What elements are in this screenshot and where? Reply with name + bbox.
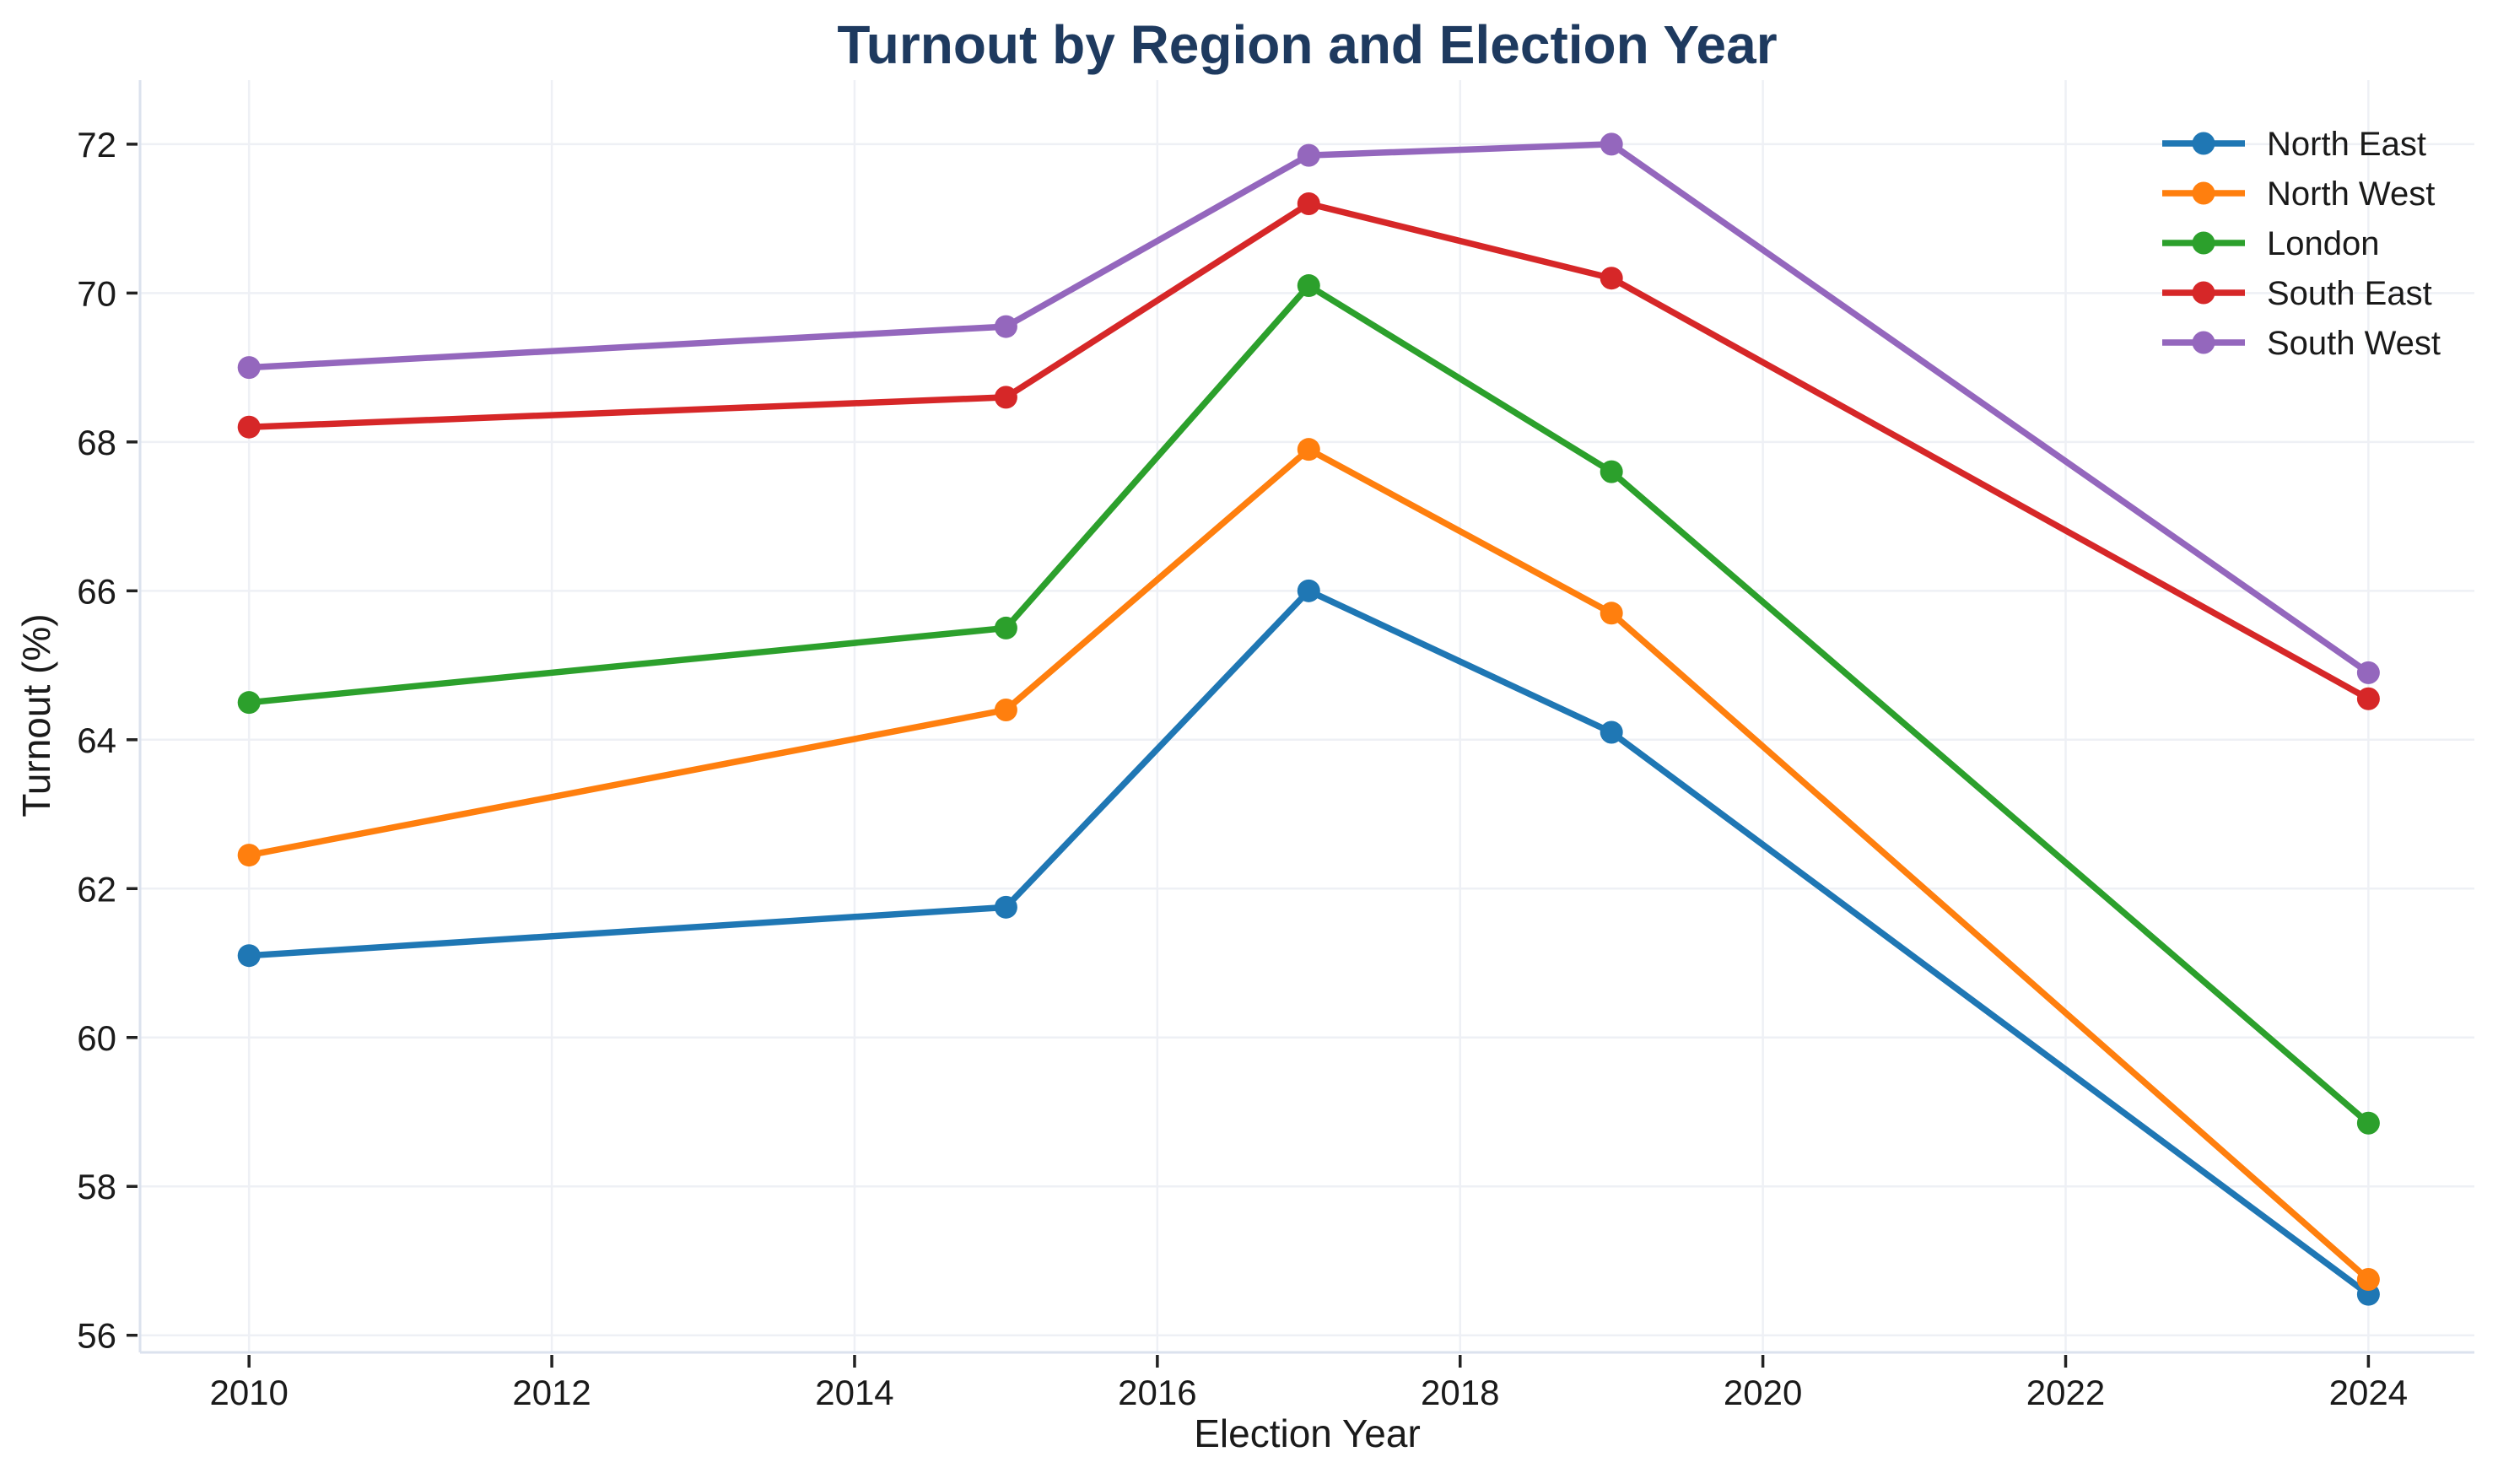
- legend-marker: [2192, 132, 2215, 155]
- grid: [140, 80, 2474, 1352]
- data-point-marker: [237, 844, 261, 867]
- legend-item: North East: [2162, 126, 2426, 163]
- data-point-marker: [2356, 1268, 2380, 1292]
- x-tick-label: 2024: [2329, 1373, 2408, 1412]
- x-tick-label: 2016: [1118, 1373, 1196, 1412]
- data-point-marker: [1297, 274, 1320, 298]
- series-line: [245, 445, 2372, 1283]
- data-point-marker: [2356, 1111, 2380, 1135]
- y-tick-label: 62: [77, 869, 116, 909]
- y-tick-label: 60: [77, 1018, 116, 1058]
- data-point-marker: [237, 415, 261, 439]
- legend: North East North West London South East Sout…: [2162, 126, 2441, 362]
- data-point-marker: [2356, 661, 2380, 684]
- series-london: [237, 274, 2380, 1135]
- series-north-east: [237, 579, 2380, 1306]
- data-point-marker: [1600, 132, 1623, 156]
- data-point-marker: [1600, 267, 1623, 290]
- data-point-marker: [994, 895, 1017, 919]
- data-point-marker: [994, 315, 1017, 338]
- legend-label: South West: [2267, 325, 2441, 362]
- y-tick-label: 70: [77, 273, 116, 313]
- data-point-marker: [1600, 460, 1623, 483]
- legend-item: London: [2162, 225, 2379, 262]
- y-tick-label: 68: [77, 423, 116, 462]
- legend-marker: [2192, 181, 2215, 205]
- legend-item: South West: [2162, 325, 2441, 362]
- x-axis-label: Election Year: [1194, 1411, 1421, 1455]
- data-point-marker: [237, 944, 261, 968]
- data-point-marker: [2356, 687, 2380, 710]
- y-tick-label: 58: [77, 1167, 116, 1206]
- data-point-marker: [994, 386, 1017, 409]
- legend-label: South East: [2267, 275, 2432, 312]
- y-axis-label: Turnout (%): [14, 613, 58, 818]
- data-point-marker: [1600, 602, 1623, 625]
- series-south-east: [237, 192, 2380, 710]
- legend-label: London: [2267, 225, 2379, 262]
- legend-label: North West: [2267, 175, 2435, 213]
- data-point-marker: [1297, 192, 1320, 215]
- data-point-marker: [1600, 720, 1623, 744]
- data-point-marker: [1297, 438, 1320, 461]
- x-tick-label: 2018: [1421, 1373, 1499, 1412]
- y-tick-label: 56: [77, 1316, 116, 1356]
- legend-item: North West: [2162, 175, 2435, 213]
- data-point-marker: [1297, 579, 1320, 602]
- y-tick-label: 72: [77, 125, 116, 165]
- legend-item: South East: [2162, 275, 2432, 312]
- x-tick-label: 2012: [512, 1373, 591, 1412]
- y-tick-label: 64: [77, 720, 116, 760]
- x-tick-label: 2014: [815, 1373, 893, 1412]
- legend-marker: [2192, 331, 2215, 354]
- series-line: [245, 587, 2372, 1298]
- series-south-west: [237, 132, 2380, 684]
- data-point-marker: [1297, 143, 1320, 167]
- data-point-marker: [994, 616, 1017, 639]
- legend-marker: [2192, 231, 2215, 255]
- data-point-marker: [994, 698, 1017, 721]
- legend-marker: [2192, 281, 2215, 305]
- series-north-west: [237, 438, 2380, 1292]
- chart-title: Turnout by Region and Election Year: [837, 14, 1778, 75]
- axis-ticks: 2010 2012 2014 2016 2018 2020 2022 2024 56 58 60 62…: [77, 125, 2408, 1412]
- data-point-marker: [237, 691, 261, 715]
- x-tick-label: 2022: [2026, 1373, 2105, 1412]
- x-tick-label: 2010: [209, 1373, 288, 1412]
- y-tick-label: 66: [77, 571, 116, 611]
- data-point-marker: [237, 356, 261, 380]
- x-tick-label: 2020: [1724, 1373, 1802, 1412]
- legend-label: North East: [2267, 126, 2426, 163]
